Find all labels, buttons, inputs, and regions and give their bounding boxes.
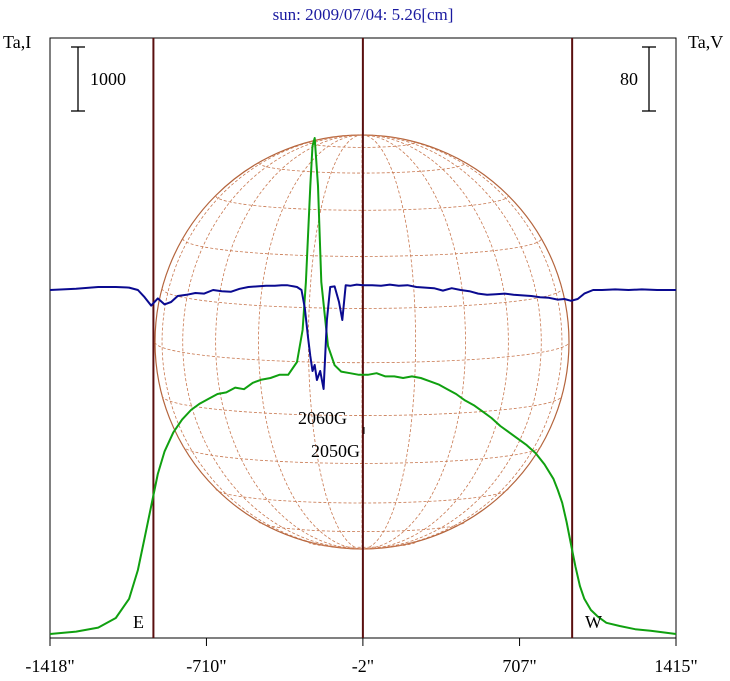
west-limb-label: W bbox=[585, 612, 602, 632]
x-tick-label: 1415" bbox=[654, 656, 697, 676]
latitude-line bbox=[161, 395, 563, 416]
polarization-series-line bbox=[49, 283, 676, 390]
longitude-line bbox=[361, 134, 509, 550]
annotation-2050g: 2050G bbox=[311, 441, 360, 461]
longitude-lines bbox=[161, 134, 563, 550]
longitude-line bbox=[161, 134, 363, 550]
longitude-line bbox=[361, 134, 466, 550]
x-axis-ticks: -1418" -710" -2" 707" 1415" bbox=[25, 638, 698, 676]
longitude-line bbox=[361, 134, 416, 550]
longitude-line bbox=[361, 134, 542, 550]
x-tick-label: -2" bbox=[352, 656, 374, 676]
x-tick-label: -1418" bbox=[25, 656, 74, 676]
longitude-line bbox=[182, 134, 363, 550]
right-axis-label: Ta,V bbox=[688, 32, 723, 52]
longitude-line bbox=[361, 134, 563, 550]
longitude-line bbox=[308, 134, 363, 550]
x-tick-label: -710" bbox=[186, 656, 226, 676]
left-axis-label: Ta,I bbox=[3, 32, 31, 52]
vertical-markers bbox=[152, 38, 574, 638]
x-tick-label: 707" bbox=[502, 656, 536, 676]
annotation-2060g: 2060G bbox=[298, 408, 347, 428]
right-scale-value: 80 bbox=[620, 69, 638, 89]
latitude-line bbox=[308, 541, 416, 548]
longitude-line bbox=[215, 134, 363, 550]
right-scale-bar bbox=[642, 46, 656, 112]
series-layer bbox=[49, 137, 677, 635]
east-limb-label: E bbox=[133, 612, 144, 632]
left-scale-value: 1000 bbox=[90, 69, 126, 89]
chart-title: sun: 2009/07/04: 5.26[cm] bbox=[273, 5, 454, 24]
left-scale-bar bbox=[71, 46, 85, 112]
intensity-series-line bbox=[49, 137, 677, 635]
longitude-line bbox=[258, 134, 363, 550]
